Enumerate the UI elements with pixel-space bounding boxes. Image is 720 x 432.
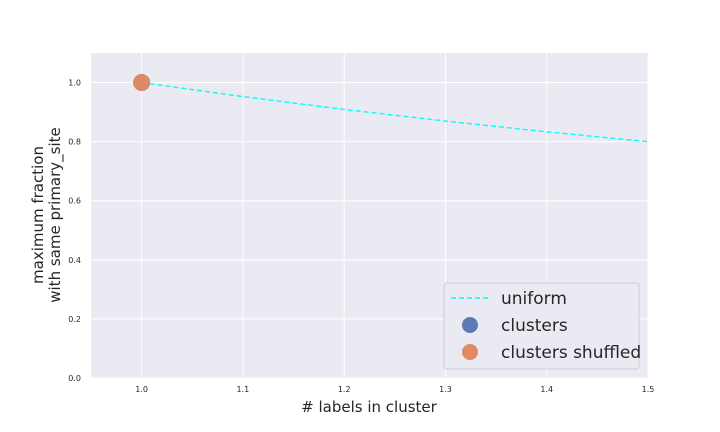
x-tick-label: 1.1 — [237, 385, 250, 394]
y-tick-label: 0.0 — [68, 374, 81, 383]
y-axis-label-line-1: maximum fraction — [29, 146, 47, 284]
legend-clusters-shuffled-label: clusters shuffled — [501, 343, 641, 363]
x-tick-label: 1.4 — [540, 385, 553, 394]
series-layer — [133, 74, 649, 143]
legend-clusters-shuffled-swatch — [462, 344, 478, 360]
legend-box — [443, 282, 640, 370]
x-tick-labels: 1.0 1.1 1.2 1.3 1.4 1.5 — [135, 385, 654, 394]
y-tick-label: 0.8 — [68, 138, 81, 147]
legend: uniform clusters clusters shuffled — [443, 282, 641, 370]
series-uniform-line — [141, 81, 649, 143]
x-tick-label: 1.0 — [135, 385, 148, 394]
y-tick-label: 0.2 — [68, 315, 81, 324]
legend-uniform-label: uniform — [501, 289, 567, 309]
y-axis-label: maximum fraction with same primary_site — [29, 127, 65, 303]
x-tick-label: 1.3 — [439, 385, 452, 394]
legend-clusters-label: clusters — [501, 316, 568, 336]
series-clusters-shuffled-point — [133, 74, 151, 92]
y-tick-label: 1.0 — [68, 79, 81, 88]
y-axis-label-line-2: with same primary_site — [46, 127, 65, 303]
y-tick-label: 0.4 — [68, 256, 81, 265]
plot-area — [133, 74, 649, 143]
x-axis-label: # labels in cluster — [301, 398, 437, 416]
y-tick-label: 0.6 — [68, 197, 81, 206]
x-tick-label: 1.2 — [338, 385, 351, 394]
legend-clusters-swatch — [462, 317, 478, 333]
y-tick-labels: 0.0 0.2 0.4 0.6 0.8 1.0 — [68, 79, 81, 383]
grid — [91, 53, 649, 379]
x-tick-label: 1.5 — [642, 385, 655, 394]
